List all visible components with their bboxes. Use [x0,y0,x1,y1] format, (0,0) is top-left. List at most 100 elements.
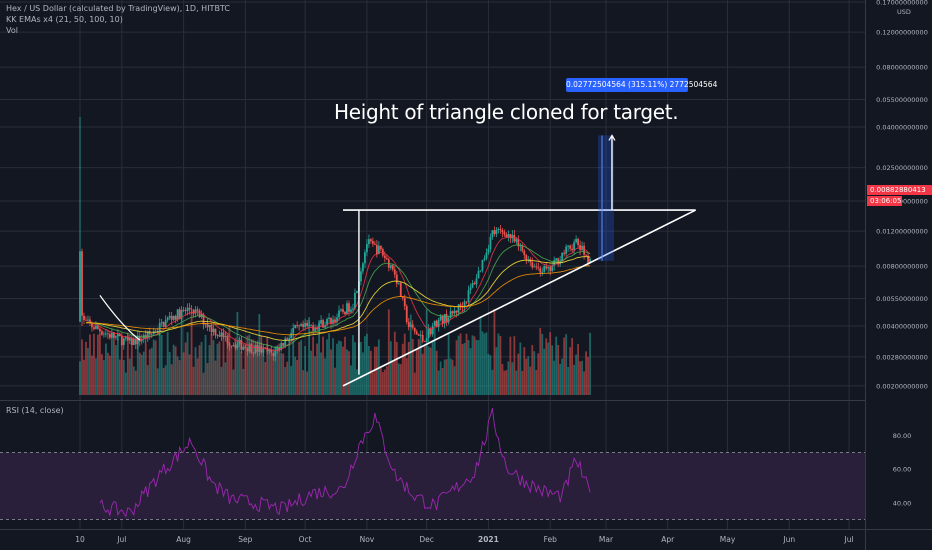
volume-bar [154,340,157,395]
volume-bar [300,340,303,395]
candle-body [389,265,392,268]
volume-bar [294,356,297,395]
candle-body [294,325,297,329]
volume-bar [260,335,263,395]
candle-body [262,347,265,353]
volume-bar [87,348,89,395]
volume-bar [114,345,117,395]
candle-body [433,320,436,327]
volume-bar [270,353,273,395]
time-tick-label: May [720,535,736,544]
volume-bar [563,337,566,395]
volume-bar [362,352,364,395]
volume-bar [571,338,574,395]
candle-body [517,239,520,247]
candle-body [364,252,366,264]
support-trendline[interactable] [342,209,697,387]
volume-bar [537,353,540,395]
volume-bar [423,345,426,395]
price-unit-label: USD [897,8,911,16]
volume-bar [417,338,420,395]
volume-bar [95,358,97,395]
volume-bar [176,356,179,395]
candle-body [583,245,585,255]
time-tick-label: Jul [844,535,854,544]
rsi-pane [0,408,865,520]
volume-bar [238,337,241,395]
volume-bar [304,346,307,395]
volume-bar [152,339,155,395]
volume-bar [523,347,526,395]
price-axis: 0.17000000000 0.12000000000 0.08000000000 0… [876,0,928,390]
candle-body [567,245,570,247]
candle-body [288,338,291,340]
ema-100-line [85,265,591,336]
candle-body [565,246,568,254]
curve-drawing[interactable] [99,295,141,341]
candle-body [232,344,235,346]
volume-bar [266,336,269,395]
volume-bar [399,364,402,395]
volume-bar [443,359,446,395]
volume-indicator-label[interactable]: Vol [6,26,18,35]
candlesticks [79,116,591,362]
volume-bar [581,360,583,395]
volume-bar [344,336,346,395]
candle-body [110,332,113,338]
candle-body [212,328,215,333]
volume-bar [501,363,504,395]
volume-bar [278,343,281,395]
volume-bar [545,338,548,395]
candle-body [178,309,181,319]
candle-body [308,325,311,327]
candle-body [427,328,430,338]
volume-bar [242,368,245,395]
volume-bar [210,333,213,395]
ema-indicator-label[interactable]: KK EMAs x4 (21, 50, 100, 10) [6,15,123,24]
last-price-badge: 0.00882880413 [867,185,932,195]
candle-body [533,266,536,268]
candle-body [547,266,550,269]
volume-bar [91,355,93,395]
candle-body [306,322,309,326]
candle-body [344,311,346,315]
ema-21-line [85,244,591,349]
candle-body [216,335,219,336]
rsi-indicator-label[interactable]: RSI (14, close) [6,406,64,415]
candle-body [322,320,324,328]
candle-body [146,331,149,339]
candle-body [254,344,257,354]
candle-body [206,323,209,328]
volume-bar [407,342,410,395]
volume-bar [336,343,338,395]
candle-body [112,332,115,338]
candle-body [97,325,99,329]
candle-body [160,322,163,324]
volume-bar [457,335,460,395]
candle-body [188,307,191,310]
volume-bar [220,366,223,395]
volume-bar [433,327,436,395]
volume-bar [449,358,452,395]
volume-bar [413,372,416,395]
rsi-tick-label: 80.00 [893,432,912,440]
candle-body [375,244,378,255]
trendline-drawings[interactable] [99,134,697,387]
candle-body [118,333,121,337]
volume-bar [132,366,135,395]
candle-body [475,278,478,285]
volume-bar [517,353,520,395]
volume-bar [298,341,301,395]
candle-body [525,255,528,261]
volume-bar [555,336,558,395]
candle-body [515,239,518,242]
candle-body [256,344,259,352]
volume-bar [455,340,458,395]
candle-body [122,338,125,345]
candle-body [230,345,233,347]
volume-bar [208,345,211,395]
time-tick-label: Nov [360,535,375,544]
candle-body [282,342,285,346]
volume-bar [196,358,199,395]
